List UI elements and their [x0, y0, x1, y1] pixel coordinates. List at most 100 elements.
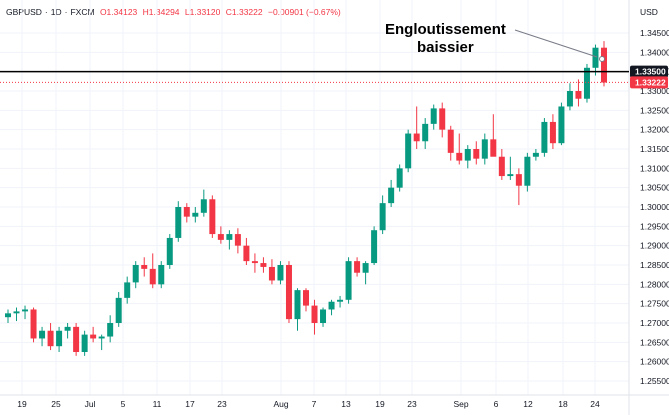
y-tick-label: 1.26500: [640, 337, 669, 347]
annotation-line2: baissier: [417, 39, 474, 56]
low-value: L1.33120: [184, 7, 221, 17]
candle: [481, 133, 488, 165]
y-tick-label: 1.29000: [640, 241, 669, 251]
close-value: C1.33222: [225, 7, 263, 17]
candle: [226, 230, 233, 250]
open-value: O1.34123: [99, 7, 138, 17]
candle: [56, 326, 63, 352]
annotation[interactable]: Engloutissement baissier: [385, 21, 605, 62]
last-price-tag: 1.33222: [630, 76, 668, 89]
x-tick-label: 17: [185, 399, 195, 409]
y-tick-label: 1.31500: [640, 144, 669, 154]
y-tick-label: 1.27500: [640, 299, 669, 309]
candle: [132, 261, 139, 289]
candle: [447, 125, 454, 161]
high-value: H1.34294: [142, 7, 180, 17]
symbol-label: GBPUSD: [6, 7, 42, 17]
x-tick-label: 7: [312, 399, 317, 409]
candle: [268, 259, 275, 285]
candle: [81, 330, 88, 356]
candle: [124, 276, 131, 304]
candle: [141, 257, 148, 277]
candle: [464, 145, 471, 169]
x-tick-label: 24: [590, 399, 600, 409]
candle: [345, 257, 352, 304]
level-price-tag: 1.33500: [630, 65, 668, 78]
candle: [558, 102, 565, 146]
candle: [107, 315, 114, 343]
candle: [515, 168, 522, 206]
source-label: FXCM: [70, 7, 95, 17]
y-tick-label: 1.31000: [640, 163, 669, 173]
x-tick-label: Sep: [453, 399, 468, 409]
candle: [396, 164, 403, 192]
x-tick-label: 12: [523, 399, 533, 409]
y-tick-label: 1.34000: [640, 47, 669, 57]
candle: [583, 63, 590, 103]
change-value: −0.00901 (−0.67%): [267, 7, 341, 17]
candle: [320, 307, 327, 327]
candle: [5, 309, 11, 323]
candle: [601, 41, 607, 87]
x-tick-label: 11: [153, 399, 162, 409]
candle: [575, 79, 582, 107]
candle: [243, 237, 250, 265]
grid: [0, 0, 629, 395]
annotation-arrow: [514, 29, 598, 58]
candle: [277, 261, 284, 285]
y-tick-label: 1.26000: [640, 357, 669, 367]
y-tick-label: 1.27000: [640, 318, 669, 328]
x-tick-label: 18: [558, 399, 568, 409]
candle: [192, 207, 199, 223]
candle: [98, 334, 105, 351]
annotation-anchor: [599, 56, 605, 62]
candle: [166, 234, 173, 269]
candle: [507, 156, 514, 180]
candle: [13, 307, 20, 322]
candle: [371, 226, 378, 265]
x-tick-label: 19: [375, 399, 385, 409]
candle: [303, 288, 309, 312]
candle: [30, 307, 37, 343]
candles: [5, 41, 607, 356]
candle: [209, 195, 216, 238]
x-tick-label: 25: [51, 399, 61, 409]
candle: [285, 261, 292, 323]
y-tick-label: 1.29500: [640, 221, 669, 231]
y-tick-label: 1.30500: [640, 183, 669, 193]
candle: [183, 203, 190, 223]
candle: [64, 323, 71, 339]
candle: [439, 102, 446, 138]
candle: [39, 326, 46, 347]
candle: [200, 189, 207, 217]
candle: [175, 201, 182, 242]
time-axis[interactable]: 19 25 Jul 5 11 17 23 Aug 7 13 19 23 Sep 6 12 18 24: [17, 399, 600, 409]
candle: [149, 253, 156, 289]
annotation-line1: Engloutissement: [385, 21, 506, 38]
candle: [328, 299, 335, 316]
candle: [234, 228, 241, 254]
candle: [362, 261, 369, 285]
candle: [473, 141, 480, 165]
candle: [456, 133, 463, 165]
currency-label: USD: [640, 7, 658, 17]
candle: [354, 257, 361, 277]
candle: [251, 253, 258, 273]
candle: [22, 305, 29, 320]
x-tick-label: Aug: [273, 399, 288, 409]
candle: [541, 118, 548, 157]
candle: [217, 226, 224, 244]
x-tick-label: 6: [494, 399, 499, 409]
x-tick-label: Jul: [85, 399, 96, 409]
y-tick-label: 1.34500: [640, 28, 669, 38]
y-tick-label: 1.30000: [640, 202, 669, 212]
candle: [490, 114, 497, 157]
candle: [73, 323, 80, 356]
x-tick-label: 13: [341, 399, 351, 409]
candle: [498, 149, 505, 180]
candle: [532, 149, 539, 161]
y-tick-label: 1.33000: [640, 86, 669, 96]
candle: [524, 152, 531, 192]
candle: [566, 83, 573, 111]
